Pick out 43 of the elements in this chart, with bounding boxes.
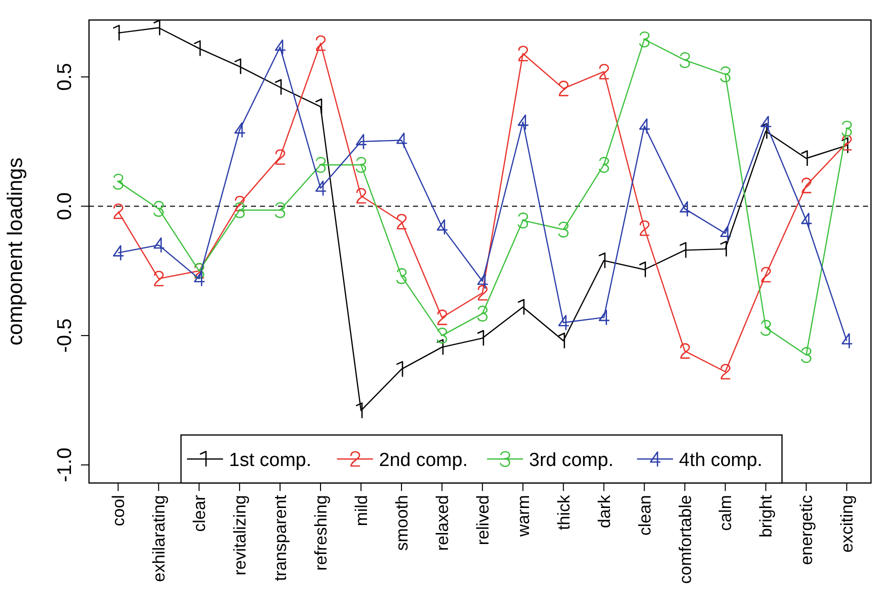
x-tick-label: relived	[473, 495, 492, 546]
point	[274, 40, 286, 55]
x-tick-label: calm	[716, 495, 736, 531]
point	[153, 237, 164, 253]
y-tick-label: -0.5	[54, 318, 76, 353]
x-tick-label: exciting	[838, 495, 857, 553]
point	[477, 274, 488, 289]
x-tick-label: bright	[756, 494, 776, 538]
y-tick-label: 0.5	[54, 63, 76, 91]
x-tick-label: relaxed	[432, 495, 452, 551]
x-tick-label: clean	[635, 495, 654, 536]
point	[396, 132, 408, 148]
x-tick-label: thick	[554, 494, 574, 530]
point	[842, 333, 852, 348]
point	[680, 201, 690, 216]
y-tick-label: -1.0	[54, 448, 76, 482]
point	[598, 310, 610, 326]
x-tick-label: dark	[594, 494, 614, 528]
x-tick-label: revitalizing	[230, 495, 250, 576]
x-tick-label: energetic	[797, 494, 816, 565]
x-tick-label: clear	[190, 494, 210, 532]
point	[112, 245, 124, 260]
x-tick-label: cool	[109, 495, 128, 526]
point	[234, 122, 246, 138]
x-tick-label: transparent	[271, 494, 290, 581]
x-tick-label: exhilarating	[150, 495, 169, 582]
legend-label: 2nd comp.	[379, 450, 468, 471]
y-tick-label: 0.0	[54, 192, 76, 220]
x-tick-label: comfortable	[676, 495, 695, 584]
point	[558, 314, 570, 330]
y-axis-title: component loadings	[4, 158, 27, 346]
x-tick-label: refreshing	[311, 495, 330, 571]
point	[194, 271, 205, 286]
legend-label: 4th comp.	[679, 450, 762, 471]
point	[315, 180, 326, 196]
point	[518, 114, 529, 130]
x-tick-label: mild	[352, 495, 371, 526]
x-tick-label: warm	[514, 495, 533, 538]
legend-label: 1st comp.	[229, 450, 312, 471]
x-tick-label: smooth	[392, 495, 412, 551]
point	[436, 219, 448, 235]
legend-label: 3rd comp.	[529, 450, 614, 471]
point	[356, 134, 367, 150]
